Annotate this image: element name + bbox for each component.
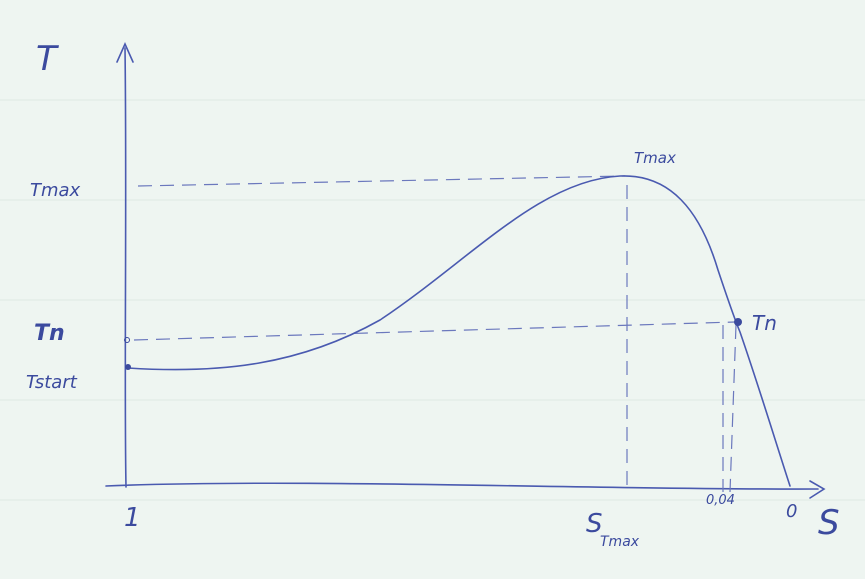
tstart-label: Tstart	[26, 372, 78, 393]
rated-point	[734, 318, 742, 326]
x-axis-label: S	[818, 503, 840, 543]
peak-label: Tmax	[634, 149, 676, 167]
tn-axis-point	[124, 337, 130, 343]
x-axis	[105, 482, 819, 490]
paper-grid	[0, 99, 865, 501]
tmax-label: Tmax	[30, 180, 81, 201]
x-axis-arrow	[809, 480, 826, 499]
y-axis	[124, 47, 127, 488]
tn-label: Tn	[34, 321, 65, 346]
y-axis-arrow	[116, 42, 134, 63]
tmax-guide	[137, 175, 626, 187]
rated-slip-label: 0,04	[706, 493, 735, 508]
torque-curve	[127, 175, 791, 487]
rated-point-label: Tn	[752, 311, 777, 335]
rated-guide-2	[729, 324, 737, 493]
zero-slip-label: 0	[786, 501, 797, 522]
s-tmax-subscript: Tmax	[600, 534, 640, 550]
start-slip-label: 1	[124, 503, 141, 533]
y-axis-label: T	[36, 39, 59, 79]
tstart-point	[125, 364, 131, 370]
tn-guide	[133, 321, 736, 341]
s-tmax-label: S	[586, 509, 603, 539]
